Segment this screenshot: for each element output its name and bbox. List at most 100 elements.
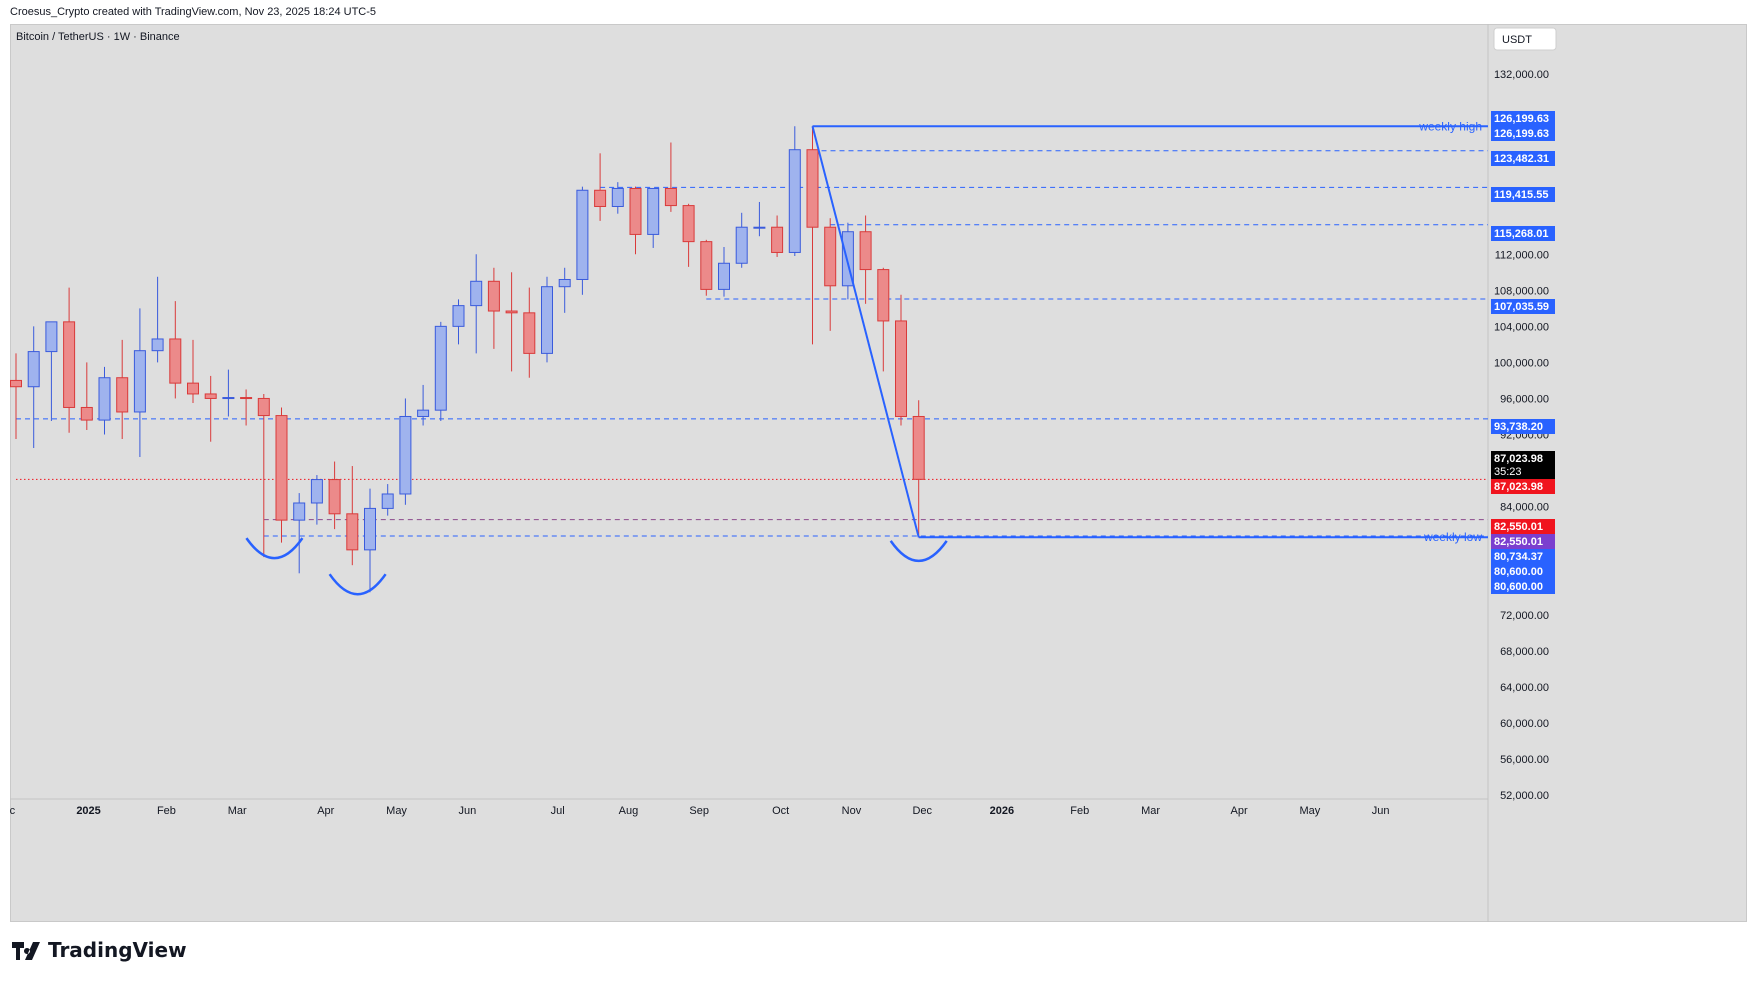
candle [346, 466, 359, 566]
candle-body [505, 310, 518, 314]
time-tick-label: May [1299, 805, 1320, 817]
price-axis-label-text: 119,415.55 [1494, 189, 1548, 201]
time-tick-label: Dec [912, 805, 932, 817]
candle-body [647, 187, 660, 235]
time-tick-label: Nov [842, 805, 862, 817]
price-axis-label: 119,415.55 [1491, 187, 1555, 202]
candle-body [771, 226, 784, 253]
price-tick-label: 96,000.00 [1500, 393, 1549, 405]
price-axis-label-bg [1491, 151, 1555, 166]
price-axis-label-text: 82,550.01 [1494, 536, 1543, 548]
candle [204, 375, 217, 442]
price-tick-label: 60,000.00 [1500, 718, 1549, 730]
price-axis[interactable]: 132,000.00 112,000.00 108,000.00 104,000.00… [1494, 69, 1549, 802]
candle-body [133, 350, 146, 413]
price-axis-label: 107,035.59 [1491, 299, 1555, 314]
time-tick-label: Oct [772, 805, 789, 817]
price-axis-label-bg [1491, 126, 1555, 141]
price-tick-label: 84,000.00 [1500, 502, 1549, 514]
arc-annotation [889, 540, 948, 563]
time-axis[interactable]: Dec 2025 Feb Mar Apr May Jun Jul Aug Sep Oct Nov Dec… [10, 805, 1390, 817]
price-axis-label-bg [1491, 111, 1555, 126]
candle [222, 369, 235, 417]
price-axis-label-text: 80,734.37 [1494, 551, 1543, 563]
time-tick-label: Jul [551, 805, 565, 817]
candle [364, 488, 376, 593]
candle-body [718, 262, 730, 290]
attribution-header: Croesus_Crypto created with TradingView.… [10, 6, 377, 18]
candle-body [541, 286, 553, 354]
candle-body [806, 149, 819, 228]
price-axis-label-text: 126,199.63 [1494, 113, 1549, 125]
candle [434, 321, 447, 421]
candle-body [611, 187, 624, 207]
candle [10, 353, 22, 440]
price-axis-label-text: 126,199.63 [1494, 128, 1549, 140]
trendline [811, 126, 920, 538]
price-axis-label-bg [1491, 226, 1555, 241]
price-axis-label-bg [1491, 419, 1555, 434]
candle [169, 301, 182, 399]
candle [452, 299, 465, 345]
candle [788, 126, 801, 257]
price-axis-label-text: 87,023.98 [1494, 453, 1543, 465]
candle [664, 142, 677, 212]
candle [700, 239, 713, 296]
candle-body [841, 231, 854, 287]
countdown-label: 35:23 [1494, 466, 1522, 478]
candle [310, 475, 323, 525]
price-axis-label: 123,482.31 [1491, 151, 1555, 166]
candle [629, 186, 642, 255]
price-tick-label: 56,000.00 [1500, 754, 1549, 766]
candle-body [399, 415, 412, 495]
candles [10, 126, 925, 593]
arc-annotation [245, 537, 304, 560]
price-axis-label: 126,199.63 [1491, 126, 1555, 141]
candle [151, 276, 164, 363]
candle-body [45, 321, 58, 353]
candle [912, 400, 925, 538]
candle-body [275, 415, 288, 521]
candle-body [629, 187, 642, 235]
candlestick-chart[interactable]: Bitcoin / TetherUS · 1W · Binance USDT 1… [10, 24, 1747, 922]
candle-body [594, 189, 607, 207]
candle-body [187, 382, 199, 395]
price-axis-label: 115,268.01 [1491, 226, 1555, 241]
price-axis-label-text: 80,600.00 [1494, 566, 1543, 578]
candle-body [240, 397, 253, 400]
price-axis-label: 87,023.98 [1491, 479, 1555, 494]
candle [718, 247, 730, 297]
candle-body [576, 189, 589, 280]
time-tick-label: Apr [317, 805, 334, 817]
chart-title: Bitcoin / TetherUS · 1W · Binance [16, 31, 180, 43]
time-tick-label: May [386, 805, 407, 817]
tradingview-logo[interactable]: TradingView [12, 938, 187, 962]
candle-body [10, 379, 22, 388]
time-tick-label: Jun [1372, 805, 1390, 817]
candle [523, 287, 536, 378]
price-axis-label-bg [1491, 451, 1555, 479]
candle [771, 215, 784, 257]
candle-body [682, 205, 695, 243]
candle-body [328, 479, 341, 515]
candle-body [169, 338, 182, 384]
candle [824, 218, 837, 331]
tradingview-logo-icon [12, 941, 42, 960]
price-labels: 126,199.63 126,199.63 123,482.31 119,415.55… [1491, 111, 1555, 594]
candle-body [98, 377, 111, 421]
candle-body [222, 397, 235, 400]
currency-button[interactable]: USDT [1493, 27, 1557, 51]
candle [682, 203, 695, 267]
price-axis-label-bg [1491, 519, 1555, 534]
time-tick-label: Mar [1141, 805, 1160, 817]
time-tick-label: Feb [1070, 805, 1089, 817]
candle-body [487, 280, 500, 312]
candle-body [364, 507, 376, 551]
candle [541, 276, 553, 363]
price-axis-label-text: 80,600.00 [1494, 581, 1543, 593]
candle-body [558, 278, 571, 288]
candle [80, 362, 93, 430]
candle-body [859, 231, 872, 271]
price-axis-label: 126,199.63 [1491, 111, 1555, 126]
